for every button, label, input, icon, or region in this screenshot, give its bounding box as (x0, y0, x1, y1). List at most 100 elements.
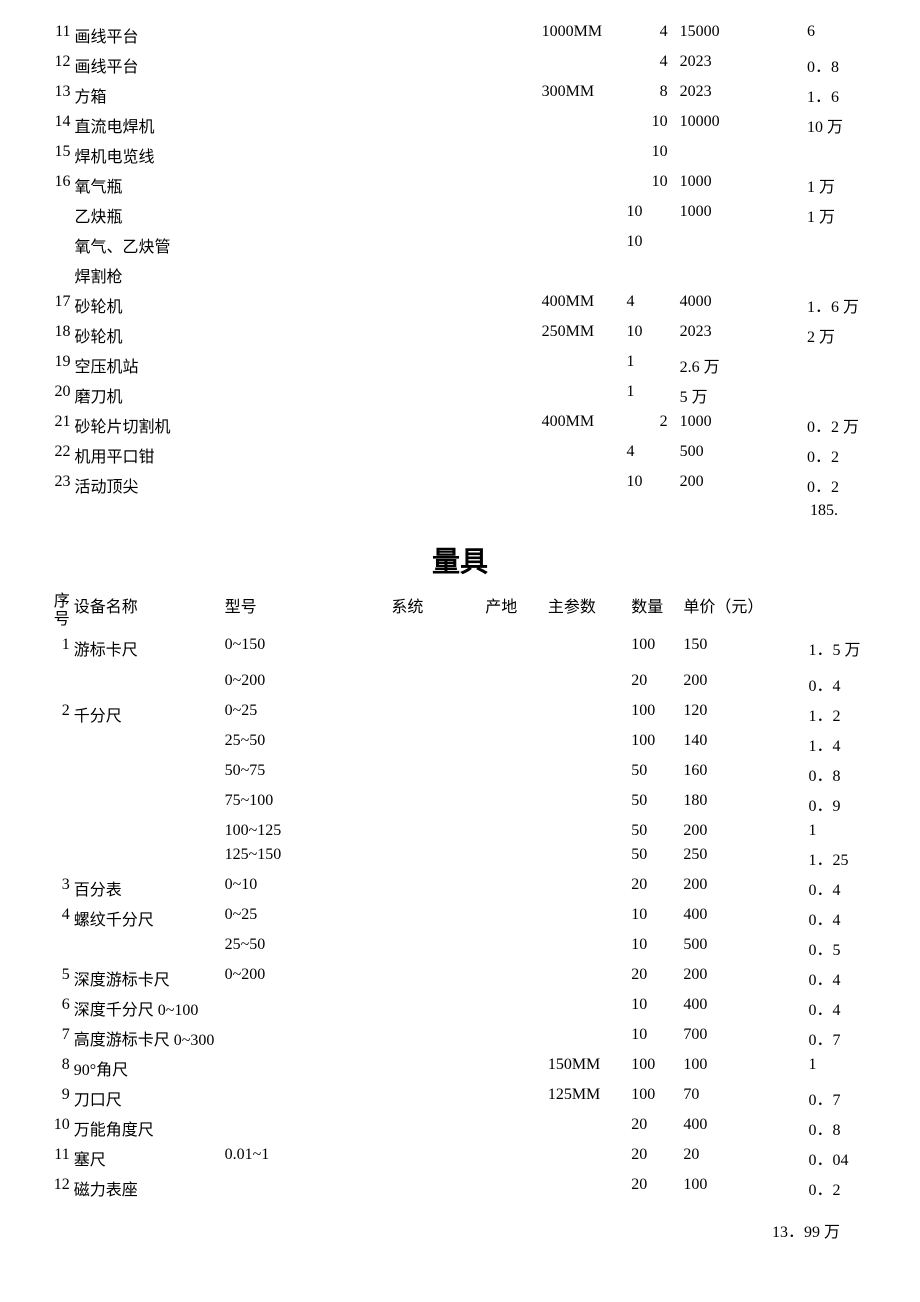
cell: 1 万 (805, 200, 890, 230)
cell (483, 789, 546, 819)
cell (389, 1023, 483, 1053)
cell: 0．8 (807, 759, 890, 789)
table-row: 5深度游标卡尺0~200202000．4 (30, 963, 890, 993)
cell: 0．4 (807, 993, 890, 1023)
cell (483, 963, 546, 993)
cell (389, 1113, 483, 1143)
cell: 0~200 (223, 963, 390, 993)
cell (546, 759, 629, 789)
cell: 深度游标卡尺 (72, 963, 223, 993)
cell (476, 140, 540, 170)
cell (389, 1173, 483, 1203)
cell: 螺纹千分尺 (72, 903, 223, 933)
cell (389, 789, 483, 819)
header-system: 系统 (389, 590, 483, 633)
cell (210, 470, 380, 500)
cell: 0~25 (223, 903, 390, 933)
cell: 200 (681, 873, 806, 903)
table-row: 7高度游标卡尺 0~300107000．7 (30, 1023, 890, 1053)
cell (546, 843, 629, 873)
cell: 5 (30, 963, 72, 993)
cell (72, 789, 223, 819)
header-param: 主参数 (546, 590, 629, 633)
cell: 50 (629, 789, 681, 819)
cell: 150MM (546, 1053, 629, 1083)
cell (678, 230, 805, 260)
cell: 20 (629, 1113, 681, 1143)
cell (380, 80, 476, 110)
cell: 0~150 (223, 633, 390, 663)
cell: 7 (30, 1023, 72, 1053)
header-origin: 产地 (483, 590, 546, 633)
cell: 磨刀机 (72, 380, 210, 410)
header-total (807, 590, 890, 633)
cell: 20 (629, 963, 681, 993)
cell (546, 1113, 629, 1143)
cell (483, 1023, 546, 1053)
cell: 20 (629, 1173, 681, 1203)
cell (483, 819, 546, 843)
cell: 22 (30, 440, 72, 470)
cell: 塞尺 (72, 1143, 223, 1173)
cell: 1 万 (805, 170, 890, 200)
cell (380, 20, 476, 50)
table-row: 1游标卡尺0~1501001501．5 万 (30, 633, 890, 663)
cell (540, 350, 625, 380)
cell (72, 819, 223, 843)
cell: 4 (625, 440, 678, 470)
table-row: 14直流电焊机101000010 万 (30, 110, 890, 140)
cell (72, 933, 223, 963)
cell (476, 80, 540, 110)
cell: 0．8 (805, 50, 890, 80)
cell: 23 (30, 470, 72, 500)
cell (483, 729, 546, 759)
cell (30, 933, 72, 963)
cell (476, 410, 540, 440)
cell (72, 759, 223, 789)
table-row: 17砂轮机400MM440001．6 万 (30, 290, 890, 320)
cell: 10000 (678, 110, 805, 140)
cell (476, 200, 540, 230)
cell (30, 669, 72, 699)
cell: 0．7 (807, 1083, 890, 1113)
cell (540, 260, 625, 290)
cell: 400 (681, 903, 806, 933)
cell (483, 759, 546, 789)
cell (380, 170, 476, 200)
cell: 500 (678, 440, 805, 470)
table-row: 12画线平台420230．8 (30, 50, 890, 80)
cell: 4000 (678, 290, 805, 320)
cell: 1000 (678, 170, 805, 200)
cell (540, 200, 625, 230)
cell: 5 万 (678, 380, 805, 410)
cell: 90°角尺 (72, 1053, 223, 1083)
cell: 0.01~1 (223, 1143, 390, 1173)
table-row: 15焊机电览线10 (30, 140, 890, 170)
cell: 25~50 (223, 729, 390, 759)
cell: 20 (629, 873, 681, 903)
cell: 10 (629, 903, 681, 933)
cell: 13 (30, 80, 72, 110)
cell: 16 (30, 170, 72, 200)
cell (476, 110, 540, 140)
cell (210, 320, 380, 350)
cell: 100 (629, 633, 681, 663)
cell: 200 (678, 470, 805, 500)
table-row: 10万能角度尺204000．8 (30, 1113, 890, 1143)
cell: 2 万 (805, 320, 890, 350)
cell (546, 963, 629, 993)
cell: 10 (625, 470, 678, 500)
cell: 0~25 (223, 699, 390, 729)
equipment-table-1: 11画线平台1000MM415000612画线平台420230．813方箱300… (30, 20, 890, 500)
table1-subtotal-row: 185. (30, 502, 890, 520)
cell (380, 230, 476, 260)
cell: 0．8 (807, 1113, 890, 1143)
cell (483, 993, 546, 1023)
cell (483, 843, 546, 873)
table-row: 18砂轮机250MM1020232 万 (30, 320, 890, 350)
cell: 方箱 (72, 80, 210, 110)
cell (389, 633, 483, 663)
cell (540, 380, 625, 410)
cell (546, 1143, 629, 1173)
cell: 1．4 (807, 729, 890, 759)
